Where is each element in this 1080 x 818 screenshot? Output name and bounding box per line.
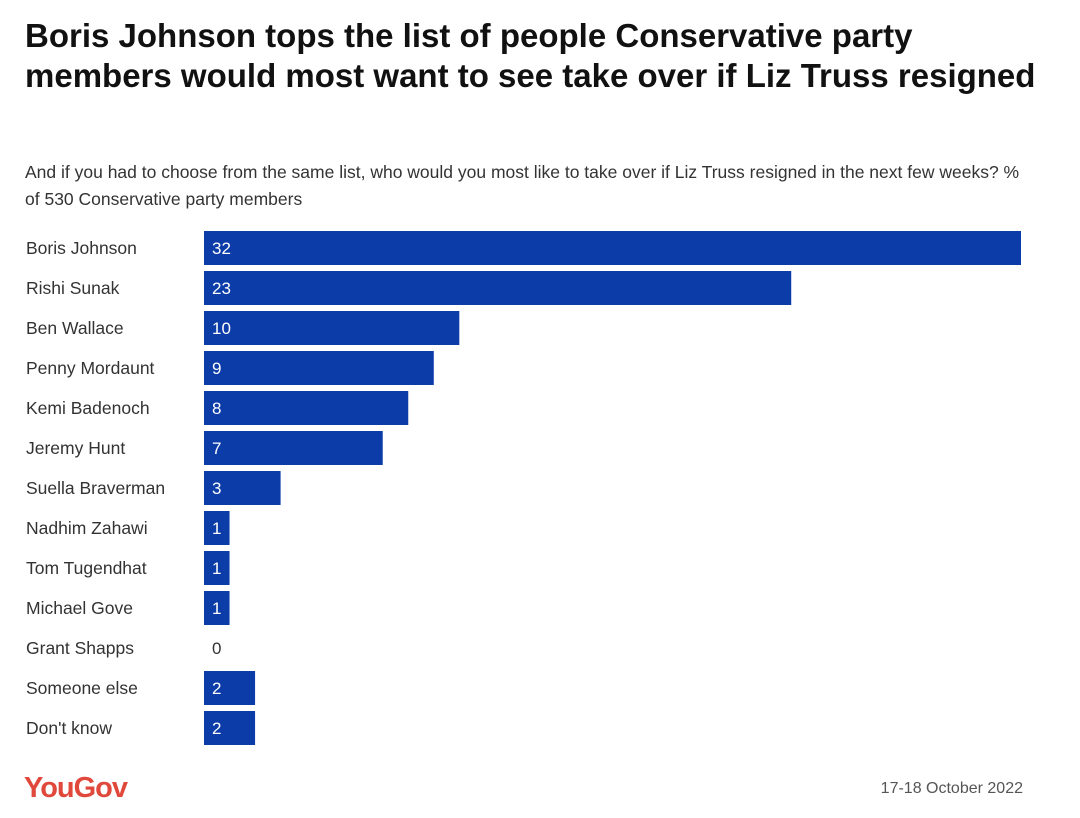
bar [204,391,409,425]
value-label: 1 [212,599,221,618]
bar [204,311,460,345]
bar [204,591,230,625]
category-label: Boris Johnson [26,238,137,258]
category-label: Nadhim Zahawi [26,518,148,538]
chart-title: Boris Johnson tops the list of people Co… [25,17,1036,94]
bar [204,271,792,305]
value-label: 0 [212,639,221,658]
category-label: Michael Gove [26,598,133,618]
value-label: 3 [212,479,221,498]
bar [204,551,230,585]
category-label: Don't know [26,718,112,738]
value-label: 32 [212,239,231,258]
value-label: 1 [212,519,221,538]
value-label: 2 [212,719,221,738]
value-label: 8 [212,399,221,418]
value-label: 10 [212,319,231,338]
bar [204,511,230,545]
value-label: 23 [212,279,231,298]
value-label: 2 [212,679,221,698]
category-label: Jeremy Hunt [26,438,125,458]
category-label: Kemi Badenoch [26,398,150,418]
bar [204,671,256,705]
category-label: Grant Shapps [26,638,134,658]
value-label: 7 [212,439,221,458]
yougov-logo: YouGov [24,772,128,804]
chart-subtitle: And if you had to choose from the same l… [25,162,1020,209]
category-label: Someone else [26,678,138,698]
bar [204,351,434,385]
category-label: Penny Mordaunt [26,358,155,378]
category-label: Tom Tugendhat [26,558,147,578]
survey-date: 17-18 October 2022 [880,780,1023,797]
value-label: 9 [212,359,221,378]
bar [204,431,383,465]
bar [204,471,281,505]
value-label: 1 [212,559,221,578]
bar [204,231,1021,265]
category-label: Rishi Sunak [26,278,120,298]
category-label: Suella Braverman [26,478,165,498]
bar [204,711,256,745]
category-label: Ben Wallace [26,318,124,338]
